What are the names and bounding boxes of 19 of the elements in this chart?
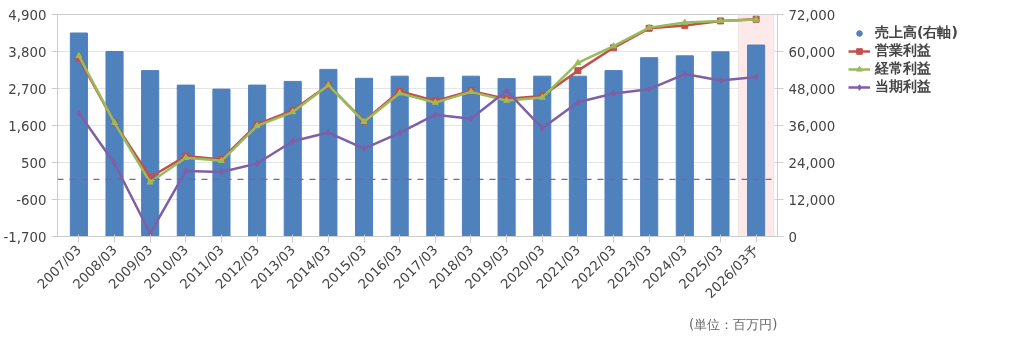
y-tick-label: 4,900 bbox=[8, 7, 47, 23]
y2-tick-label: 60,000 bbox=[788, 44, 836, 60]
y-tick-label: 1,600 bbox=[8, 118, 47, 134]
y-tick-label: -600 bbox=[16, 192, 47, 208]
legend-label: 売上高(右軸) bbox=[875, 24, 958, 42]
y2-tick-label: 0 bbox=[788, 229, 797, 245]
y-tick-label: -1,700 bbox=[3, 229, 47, 245]
text: (単位：百万円) bbox=[689, 316, 778, 332]
y-tick-label: 2,700 bbox=[8, 81, 47, 97]
y-tick-label: 500 bbox=[21, 155, 47, 171]
y2-tick-label: 24,000 bbox=[788, 155, 836, 171]
legend-label: 経常利益 bbox=[875, 60, 931, 78]
legend-label: 営業利益 bbox=[875, 42, 931, 60]
y2-tick-label: 48,000 bbox=[788, 81, 836, 97]
y-tick-label: 3,800 bbox=[8, 44, 47, 60]
legend-label: 当期利益 bbox=[875, 78, 931, 96]
y2-tick-label: 72,000 bbox=[788, 7, 836, 23]
y2-tick-label: 12,000 bbox=[788, 192, 836, 208]
y2-tick-label: 36,000 bbox=[788, 118, 836, 134]
